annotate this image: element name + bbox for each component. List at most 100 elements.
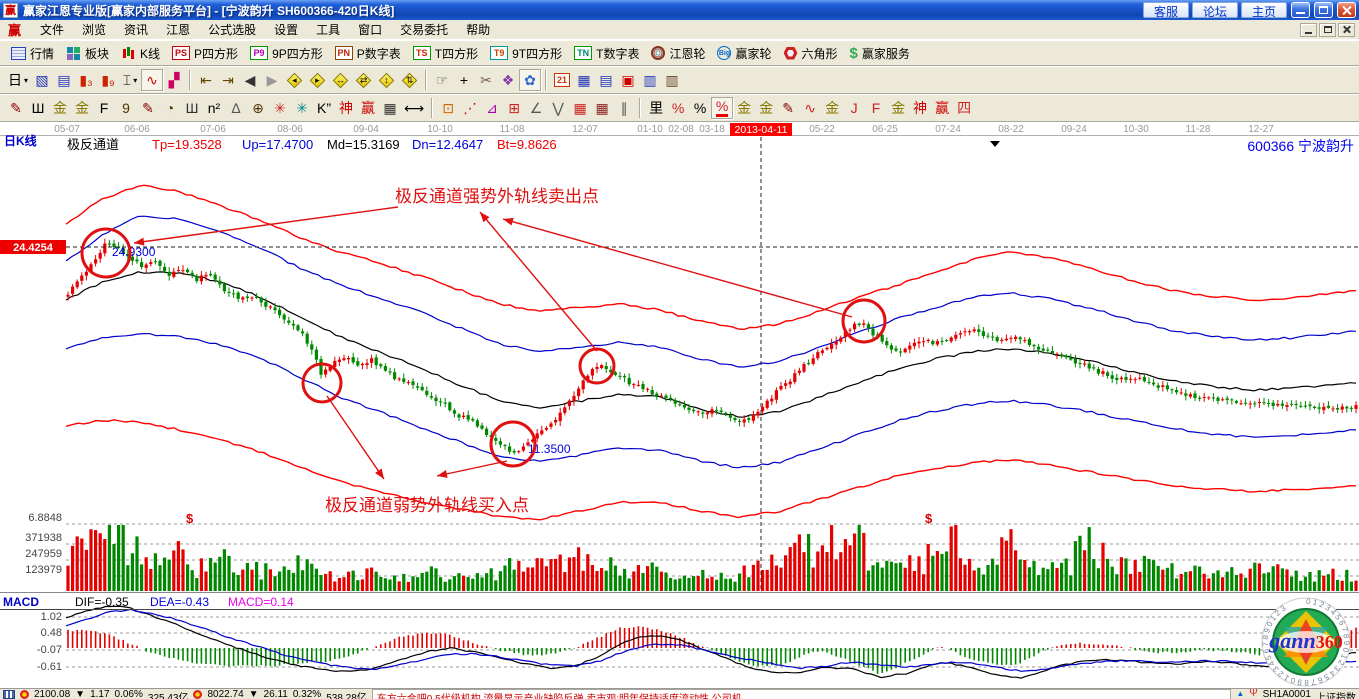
service-button[interactable]: 客服 — [1142, 2, 1189, 19]
save-button[interactable]: ▣ — [617, 69, 639, 91]
gold-circle-button[interactable]: 金 — [733, 97, 755, 119]
mdi-restore-button[interactable] — [1319, 22, 1336, 37]
home-button[interactable]: 主页 — [1240, 2, 1287, 19]
angle-si-button[interactable]: 四 — [953, 97, 975, 119]
compress-horizontal-button[interactable]: ⇄ — [352, 69, 375, 91]
menu-item-3[interactable]: 江恩 — [166, 23, 191, 37]
calculator-button[interactable]: ▦ — [573, 69, 595, 91]
restore-button[interactable] — [1314, 2, 1333, 18]
nav-last-button[interactable]: ⇥ — [217, 69, 239, 91]
candle-style-button[interactable]: ⌶ ▾ — [119, 69, 141, 91]
compress-vertical-button[interactable]: ⇅ — [398, 69, 421, 91]
gann-web-red-button[interactable]: ✳ — [269, 97, 291, 119]
shift-right-button[interactable]: ▸ — [306, 69, 329, 91]
n-square-button[interactable]: n² — [203, 97, 225, 119]
nav-first-button[interactable]: ⇤ — [195, 69, 217, 91]
market-grid-icon[interactable] — [3, 690, 15, 699]
minimize-button[interactable] — [1291, 2, 1310, 18]
toolbar-sectors-button[interactable]: 板块 — [60, 42, 115, 65]
toolbar-kline-button[interactable]: K线 — [115, 42, 166, 65]
expand-horizontal-button[interactable]: ↔ — [329, 69, 352, 91]
draw-pen-button[interactable]: ✎ — [5, 97, 27, 119]
gold-lines-button[interactable]: 金 — [755, 97, 777, 119]
ruler-marks-button[interactable]: Ш — [181, 97, 203, 119]
close-button[interactable] — [1337, 2, 1356, 18]
expand-vertical-button[interactable]: ↕ — [375, 69, 398, 91]
toolbar-t-square-button[interactable]: TS T四方形 — [407, 42, 484, 65]
mdi-close-button[interactable] — [1338, 22, 1355, 37]
percent-button[interactable]: % — [689, 97, 711, 119]
menu-item-5[interactable]: 设置 — [274, 23, 299, 37]
chart-window-button[interactable]: ▧ — [31, 69, 53, 91]
notepad-button[interactable]: ▤ — [595, 69, 617, 91]
forum-button[interactable]: 论坛 — [1191, 2, 1238, 19]
kline-chart-canvas[interactable]: 05-07 06-06 07-06 08-06 09-04 10-10 11-08 12-07… — [0, 122, 1359, 688]
percent-line-button[interactable]: % — [711, 97, 734, 119]
minute-3-button[interactable]: ▮₃ — [75, 69, 97, 91]
grid-box-red-button[interactable]: ⊞ — [503, 97, 525, 119]
index2-icon[interactable] — [193, 690, 203, 699]
menu-item-1[interactable]: 浏览 — [82, 23, 107, 37]
f10-info-button[interactable]: ▤ — [53, 69, 75, 91]
toolbar-9p-square-button[interactable]: P9 9P四方形 — [244, 42, 329, 65]
wave-a-button[interactable]: ∿ — [799, 97, 821, 119]
nav-prev-button[interactable]: ◀ — [239, 69, 261, 91]
gold-under-button[interactable]: 金 — [821, 97, 843, 119]
polyline-tool-button[interactable]: ∿ — [141, 69, 164, 91]
percent-slash-button[interactable]: % — [667, 97, 689, 119]
circle-cross-button[interactable]: ⊕ — [247, 97, 269, 119]
menu-item-6[interactable]: 工具 — [316, 23, 341, 37]
toolbar-winner-wheel-button[interactable]: Big 赢家轮 — [711, 42, 777, 65]
chart-area[interactable]: 05-07 06-06 07-06 08-06 09-04 10-10 11-08 12-07… — [0, 122, 1359, 688]
vertical-set-button[interactable]: Ш — [27, 97, 49, 119]
fan-box-button[interactable]: ⊿ — [481, 97, 503, 119]
index1-icon[interactable] — [20, 690, 29, 699]
toolbar-quotes-button[interactable]: 行情 — [5, 42, 60, 65]
menu-item-9[interactable]: 帮助 — [466, 23, 491, 37]
ying-grid-button[interactable]: 赢 — [357, 97, 379, 119]
angle-ying-button[interactable]: 赢 — [931, 97, 953, 119]
ruler-123-button[interactable]: ▦ — [379, 97, 401, 119]
toolbar-hexagon-button[interactable]: 六角形 — [778, 42, 844, 65]
spiral-9-button[interactable]: 9 — [115, 97, 137, 119]
web-tool-button[interactable]: ❖ — [497, 69, 519, 91]
menu-item-0[interactable]: 文件 — [40, 23, 65, 37]
v-waves-button[interactable]: ⋁ — [547, 97, 569, 119]
f-tool-button[interactable]: F — [93, 97, 115, 119]
angle-lines-button[interactable]: ∠ — [525, 97, 547, 119]
mdi-minimize-button[interactable] — [1300, 22, 1317, 37]
ticker-up-icon[interactable]: ▲ — [1236, 689, 1245, 698]
calendar-button[interactable]: 21 — [551, 69, 573, 91]
width-measure-button[interactable]: ⟷ — [401, 97, 427, 119]
gann-web-teal-button[interactable]: ✳ — [291, 97, 313, 119]
menu-item-4[interactable]: 公式选股 — [208, 23, 257, 37]
toolbar-gann-wheel-button[interactable]: 江恩轮 — [645, 42, 711, 65]
toolbar-winner-service-button[interactable]: $ 赢家服务 — [844, 42, 916, 65]
color-histogram-button[interactable]: ▞ — [163, 69, 185, 91]
news-ticker[interactable]: 东方六合吧0.5代级机构 流量显示产业缺陷反弹 卖市观:明年保持适度流动性 公司… — [371, 689, 1232, 699]
crosshair-tool-button[interactable]: + — [453, 69, 475, 91]
shift-left-button[interactable]: ◂ — [283, 69, 306, 91]
toolbar-p-number-table-button[interactable]: PN P数字表 — [329, 42, 407, 65]
draw-pen-2-button[interactable]: ✎ — [137, 97, 159, 119]
li-volume-button[interactable]: 里 — [645, 97, 667, 119]
menu-item-2[interactable]: 资讯 — [124, 23, 149, 37]
toolbar-t-number-table-button[interactable]: TN T数字表 — [568, 42, 645, 65]
brush-tool-button[interactable]: ✎ — [777, 97, 799, 119]
matrix-dark-button[interactable]: ▦ — [591, 97, 613, 119]
period-day-button[interactable]: 日 ▾ — [5, 69, 31, 91]
time-compass-button[interactable]: ◔ — [159, 97, 181, 119]
nav-next-button[interactable]: ▶ — [261, 69, 283, 91]
toolbar-p-square-button[interactable]: PS P四方形 — [166, 42, 244, 65]
hand-tool-button[interactable]: ☞ — [431, 69, 453, 91]
fan-lines-red-button[interactable]: ⋰ — [459, 97, 481, 119]
shen-grid-button[interactable]: 神 — [335, 97, 357, 119]
gold-ratio-1-button[interactable]: 金 — [49, 97, 71, 119]
cut-tool-button[interactable]: ✂ — [475, 69, 497, 91]
toolbar-9t-square-button[interactable]: T9 9T四方形 — [484, 42, 568, 65]
menu-item-8[interactable]: 交易委托 — [400, 23, 449, 37]
pattern-tool-button[interactable]: ✿ — [519, 69, 542, 91]
angle-gauge-button[interactable]: ∆ — [225, 97, 247, 119]
angle-gold-button[interactable]: 金 — [887, 97, 909, 119]
angle-f-button[interactable]: F — [865, 97, 887, 119]
